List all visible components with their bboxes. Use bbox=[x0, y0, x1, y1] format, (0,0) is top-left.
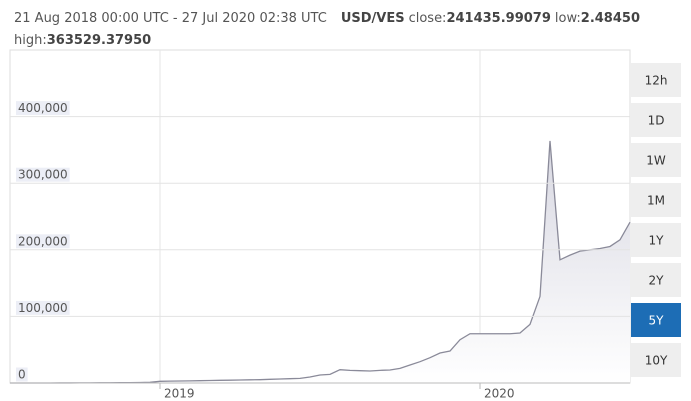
range-button-bg bbox=[631, 103, 681, 137]
close-label: close: bbox=[408, 11, 447, 26]
y-tick-label: 400,000 bbox=[18, 101, 68, 115]
y-label-bg bbox=[16, 300, 70, 315]
high-value: 363529.37950 bbox=[46, 33, 152, 48]
range-button-label: 1Y bbox=[649, 234, 665, 248]
range-button[interactable]: 5Y bbox=[631, 303, 681, 337]
y-tick-label: 100,000 bbox=[18, 301, 68, 315]
low-value: 2.48450 bbox=[580, 11, 640, 26]
range-button-label: 1W bbox=[646, 154, 666, 168]
y-tick-label: 200,000 bbox=[18, 234, 68, 248]
range-button-label: 1D bbox=[648, 114, 665, 128]
pair: USD/VES bbox=[340, 11, 405, 26]
range-button[interactable]: 2Y bbox=[631, 263, 681, 297]
x-tick-label: 2020 bbox=[484, 387, 515, 401]
area-fill bbox=[10, 140, 630, 383]
range-button[interactable]: 1W bbox=[631, 143, 681, 177]
range-button[interactable]: 10Y bbox=[631, 343, 681, 377]
range-button-bg bbox=[631, 143, 681, 177]
range-button-bg bbox=[631, 343, 681, 377]
y-tick-label: 0 bbox=[18, 368, 26, 382]
range-button-bg bbox=[631, 223, 681, 257]
y-label-bg bbox=[16, 167, 70, 182]
header-line: high:363529.37950 bbox=[14, 30, 640, 52]
range-button-label: 1M bbox=[647, 194, 665, 208]
range-button[interactable]: 1M bbox=[631, 183, 681, 217]
y-label-bg bbox=[16, 367, 28, 382]
range-button-label: 5Y bbox=[649, 314, 665, 328]
header: 21 Aug 2018 00:00 UTC - 27 Jul 2020 02:3… bbox=[14, 8, 640, 52]
low-label: low: bbox=[554, 11, 581, 26]
range-button-bg bbox=[631, 63, 681, 97]
range-button-label: 2Y bbox=[649, 274, 665, 288]
y-tick-label: 300,000 bbox=[18, 168, 68, 182]
range-button-bg bbox=[631, 263, 681, 297]
header-line: 21 Aug 2018 00:00 UTC - 27 Jul 2020 02:3… bbox=[14, 8, 640, 30]
range-button[interactable]: 12h bbox=[631, 63, 681, 97]
range-button[interactable]: 1Y bbox=[631, 223, 681, 257]
y-label-bg bbox=[16, 101, 70, 116]
x-tick-label: 2019 bbox=[164, 387, 195, 401]
y-label-bg bbox=[16, 234, 70, 249]
range-button[interactable]: 1D bbox=[631, 103, 681, 137]
range-button-bg bbox=[631, 183, 681, 217]
range-button-label: 10Y bbox=[645, 354, 668, 368]
close-value: 241435.99079 bbox=[446, 11, 551, 26]
date-range: 21 Aug 2018 00:00 UTC - 27 Jul 2020 02:3… bbox=[14, 11, 327, 26]
range-button-label: 12h bbox=[645, 74, 668, 88]
range-button-bg bbox=[631, 303, 681, 337]
high-label: high: bbox=[14, 33, 47, 48]
